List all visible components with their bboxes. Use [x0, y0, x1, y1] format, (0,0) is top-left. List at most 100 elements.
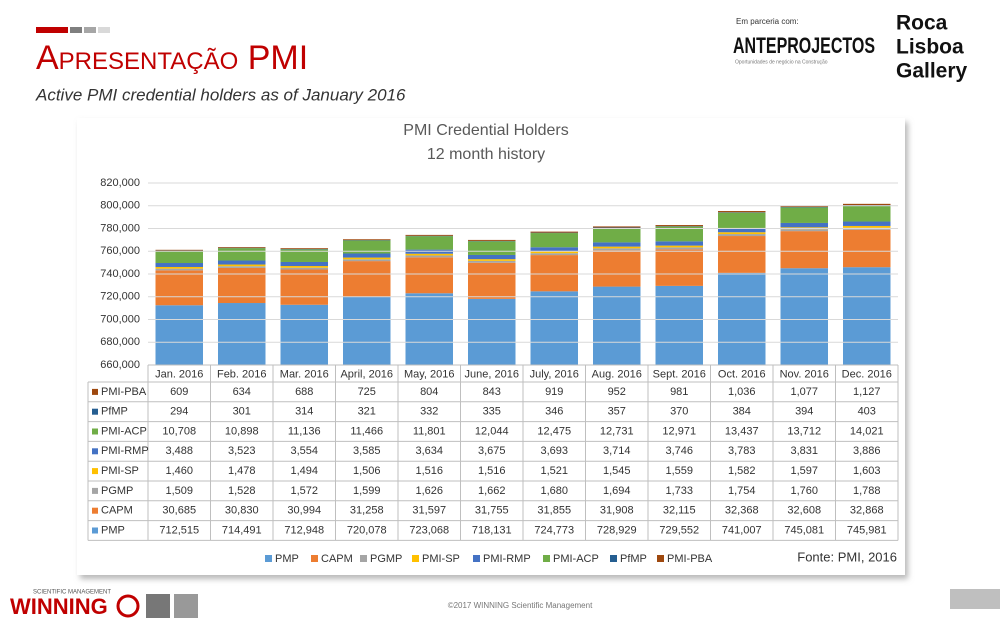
chart-title: PMI Credential Holders	[403, 122, 568, 139]
bar-segment	[218, 303, 266, 365]
bar-segment	[343, 253, 391, 258]
table-cell: 11,136	[288, 425, 321, 437]
table-cell: 1,545	[603, 465, 631, 477]
bar-segment	[343, 257, 391, 260]
table-row-label: PGMP	[101, 485, 133, 497]
legend-label: CAPM	[321, 553, 353, 565]
deco-bar	[70, 27, 82, 33]
bar-segment	[718, 236, 766, 273]
legend-swatch	[543, 555, 550, 562]
partner-tagline: Oportunidades de negócio na Construção	[735, 59, 828, 65]
bar-segment	[280, 267, 328, 270]
table-cell: 745,981	[847, 524, 887, 536]
bar-segment	[593, 248, 641, 251]
y-tick-label: 700,000	[100, 313, 140, 325]
table-cell: 728,929	[597, 524, 637, 536]
bar-segment	[468, 241, 516, 255]
source: Fonte: PMI, 2016	[797, 549, 897, 564]
y-tick-label: 800,000	[100, 200, 140, 212]
bar-segment	[218, 267, 266, 304]
table-cell: 1,494	[290, 465, 318, 477]
bar-segment	[530, 255, 578, 292]
table-cell: 384	[733, 406, 751, 418]
bars	[155, 203, 891, 365]
legend-swatch	[311, 555, 318, 562]
table-row-label: PMI-PBA	[101, 386, 147, 398]
bar-segment	[655, 285, 703, 365]
y-tick-label: 760,000	[100, 245, 140, 257]
x-tick-label: Oct. 2016	[718, 368, 766, 380]
legend-key	[92, 448, 98, 455]
legend-key	[92, 388, 98, 395]
bar-segment	[405, 293, 453, 365]
logo-icon	[146, 594, 170, 618]
x-tick-label: Aug. 2016	[592, 368, 642, 380]
bar-segment	[468, 254, 516, 260]
table-cell: 720,078	[347, 524, 387, 536]
partner-logo: Roca	[896, 12, 948, 35]
table-cell: 332	[420, 406, 438, 418]
table-cell: 1,036	[728, 386, 756, 398]
table-cell: 294	[170, 406, 188, 418]
x-tick-label: Jan. 2016	[155, 368, 203, 380]
table-cell: 3,746	[665, 445, 693, 457]
table-cell: 1,460	[165, 465, 193, 477]
bar-segment	[780, 205, 828, 207]
table-cell: 394	[795, 406, 813, 418]
table-cell: 729,552	[659, 524, 699, 536]
table-cell: 1,509	[165, 485, 193, 497]
bar-segment	[718, 232, 766, 235]
legend-key	[92, 487, 98, 494]
bar-segment	[718, 227, 766, 233]
bar-segment	[468, 260, 516, 263]
legend-swatch	[610, 555, 617, 562]
legend-label: PGMP	[370, 553, 402, 565]
table-cell: 12,971	[662, 425, 696, 437]
table-cell: 11,801	[413, 425, 446, 437]
bar-segment	[343, 240, 391, 254]
brand: WINNING	[10, 594, 108, 619]
table-cell: 952	[608, 386, 626, 398]
bar-segment	[280, 269, 328, 305]
bar-segment	[280, 266, 328, 268]
bar-segment	[530, 233, 578, 248]
x-tick-label: July, 2016	[530, 368, 579, 380]
bar-segment	[405, 236, 453, 250]
table-cell: 3,886	[853, 445, 881, 457]
bar-segment	[843, 267, 891, 365]
table-cell: 31,855	[537, 505, 571, 517]
bar-segment	[218, 266, 266, 268]
bar-segment	[780, 207, 828, 223]
table-cell: 1,528	[228, 485, 256, 497]
x-tick-label: June, 2016	[465, 368, 519, 380]
legend-swatch	[473, 555, 480, 562]
table-cell: 335	[483, 406, 501, 418]
x-tick-label: May, 2016	[404, 368, 455, 380]
bar-segment	[280, 249, 328, 262]
table-cell: 1,603	[853, 465, 881, 477]
legend-swatch	[657, 555, 664, 562]
deco-bar	[36, 27, 68, 33]
table-cell: 3,488	[165, 445, 193, 457]
partner-logo: Gallery	[896, 60, 968, 83]
table-cell: 3,634	[415, 445, 443, 457]
legend-key	[92, 468, 98, 475]
table-cell: 725	[358, 386, 376, 398]
table-cell: 1,597	[790, 465, 818, 477]
table-cell: 321	[358, 406, 376, 418]
table-cell: 1,478	[228, 465, 256, 477]
table-cell: 30,994	[287, 505, 321, 517]
table-cell: 3,714	[603, 445, 631, 457]
table-cell: 1,788	[853, 485, 881, 497]
bar-segment	[405, 234, 453, 236]
table-cell: 1,694	[603, 485, 631, 497]
bar-segment	[780, 229, 828, 232]
bar-segment	[593, 246, 641, 249]
bar-segment	[593, 242, 641, 247]
y-tick-label: 740,000	[100, 268, 140, 280]
y-tick-label: 660,000	[100, 359, 140, 371]
table-cell: 1,680	[540, 485, 568, 497]
bar-segment	[655, 226, 703, 242]
bar-segment	[655, 245, 703, 248]
table-cell: 32,368	[725, 505, 759, 517]
